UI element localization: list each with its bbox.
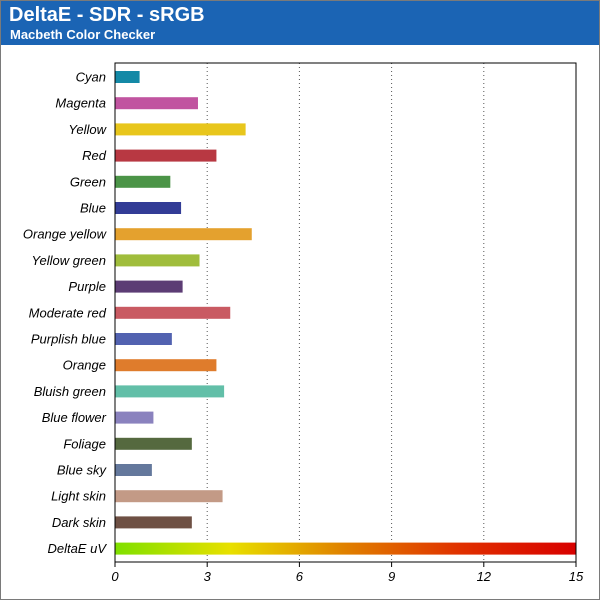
x-axis: 0 3 6 9 12 15 — [111, 62, 584, 584]
bar-blue-flower — [115, 411, 154, 424]
bar-light-skin — [115, 490, 223, 503]
category-label: Blue flower — [42, 410, 107, 425]
bar-foliage — [115, 437, 192, 450]
x-tick-label: 15 — [569, 569, 584, 584]
category-label: Red — [82, 148, 107, 163]
category-label: Yellow — [68, 122, 107, 137]
plot-border — [114, 62, 577, 563]
category-label: Green — [70, 174, 106, 189]
chart-subtitle: Macbeth Color Checker — [10, 27, 156, 42]
bar-purple — [115, 280, 183, 293]
bar-purplish-blue — [115, 333, 172, 345]
category-label: Cyan — [76, 70, 106, 85]
category-label: Bluish green — [34, 384, 106, 399]
category-label: Magenta — [55, 96, 106, 111]
category-label: Purple — [68, 279, 106, 294]
category-labels: Cyan Magenta Yellow Red Green Blue Orange yell… — [23, 70, 108, 557]
bar-red — [115, 149, 217, 162]
chart-header: DeltaE - SDR - sRGB Macbeth Color Checke… — [1, 1, 599, 45]
x-tick-label: 3 — [204, 569, 212, 584]
bar-orange-yellow — [115, 228, 252, 241]
x-tick-label: 12 — [477, 569, 492, 584]
category-label: Light skin — [51, 489, 106, 504]
bar-yellow-green — [115, 254, 200, 267]
bars — [115, 71, 576, 555]
bar-deltae-uv — [115, 542, 576, 555]
category-label: Yellow green — [32, 253, 106, 268]
category-label: Blue sky — [57, 463, 108, 478]
grid-lines — [206, 63, 485, 562]
category-label: Blue — [80, 201, 106, 216]
category-label: Purplish blue — [31, 332, 106, 347]
x-tick-label: 0 — [111, 569, 119, 584]
bar-bluish-green — [115, 385, 225, 398]
bar-cyan — [115, 71, 140, 83]
category-label: DeltaE uV — [47, 541, 107, 556]
x-tick-label: 6 — [296, 569, 304, 584]
bar-orange — [115, 359, 217, 372]
x-tick-label: 9 — [388, 569, 395, 584]
bar-moderate-red — [115, 306, 231, 319]
bar-magenta — [115, 97, 198, 110]
bar-blue-sky — [115, 464, 152, 476]
bar-dark-skin — [115, 516, 192, 529]
category-label: Foliage — [63, 436, 106, 451]
chart-title: DeltaE - SDR - sRGB — [9, 4, 205, 26]
category-label: Dark skin — [52, 515, 106, 530]
category-label: Moderate red — [29, 305, 107, 320]
category-label: Orange — [63, 358, 106, 373]
bar-blue — [115, 202, 182, 214]
bar-green — [115, 175, 171, 188]
category-label: Orange yellow — [23, 227, 108, 242]
bar-yellow — [115, 123, 246, 136]
